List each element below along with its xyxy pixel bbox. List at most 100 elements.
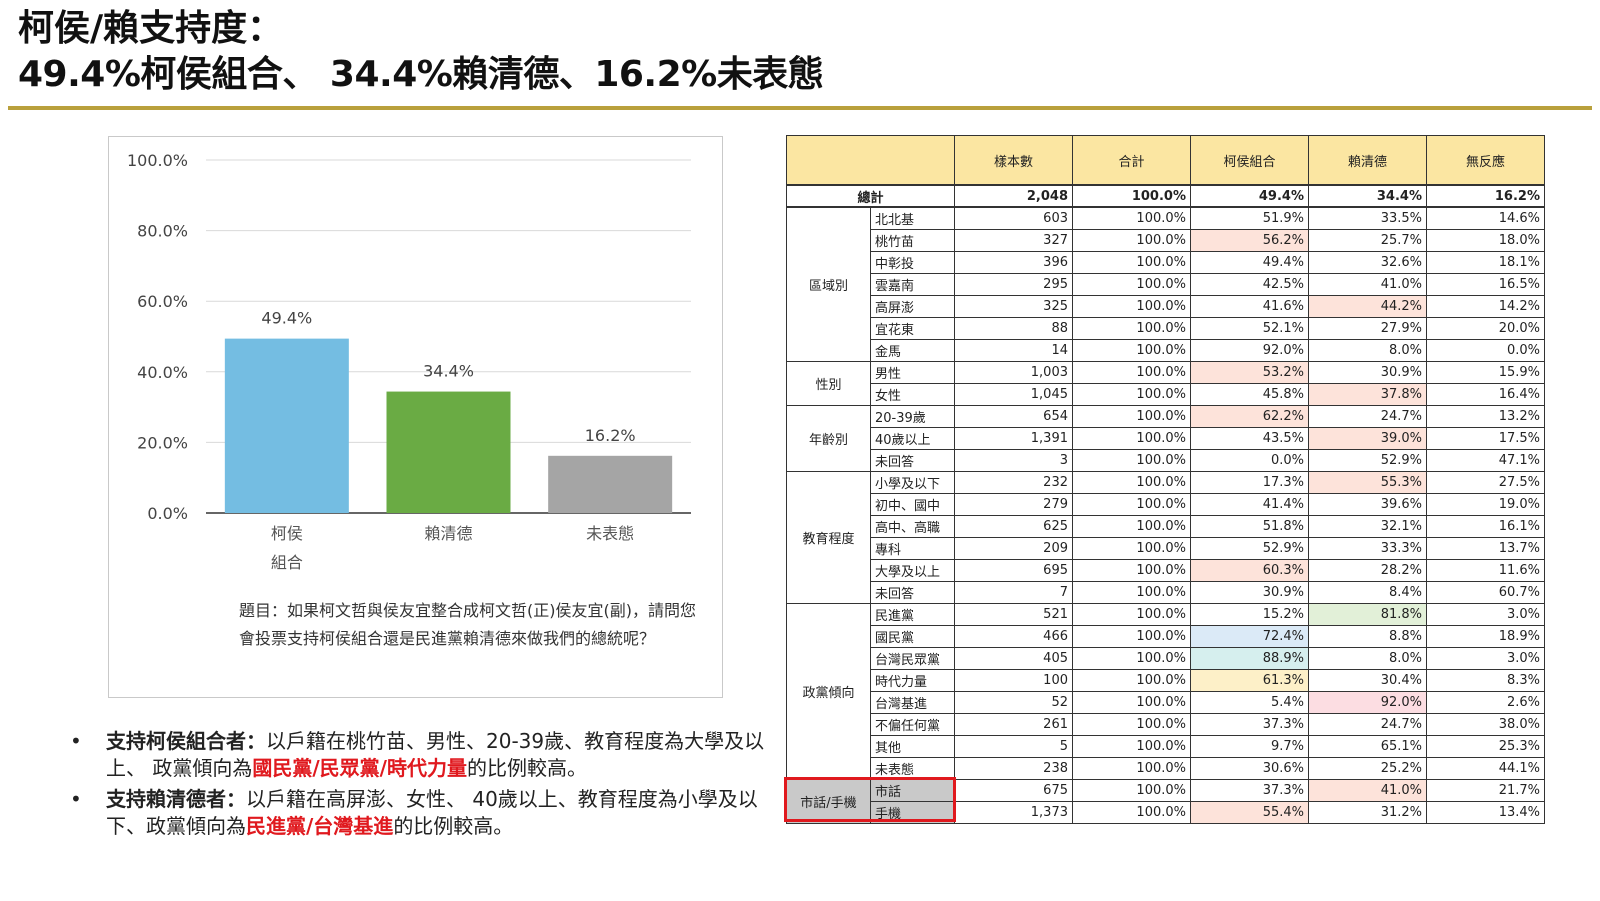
table-cell: 13.4% <box>1426 801 1545 824</box>
row-label: 手機 <box>870 801 955 824</box>
table-cell: 5.4% <box>1190 691 1309 714</box>
table-row: 台灣基進 52 100.0% 5.4% 92.0% 2.6% <box>787 691 1545 714</box>
table-cell: 15.9% <box>1426 361 1545 384</box>
title-line-1: 柯侯/賴支持度： <box>18 8 284 49</box>
table-cell: 1,391 <box>954 427 1073 450</box>
finding-ko-hou-text: 以戶籍在桃竹苗、男性、20-39歲、教育程度為大學及以上、 政黨傾向為 <box>106 729 765 780</box>
table-cell: 100.0% <box>1072 449 1191 472</box>
category-label: 柯侯 <box>271 524 303 543</box>
bar-value-label: 16.2% <box>585 426 636 445</box>
table-row: 宜花東 88 100.0% 52.1% 27.9% 20.0% <box>787 317 1545 340</box>
table-cell: 7 <box>954 581 1073 604</box>
bullet-icon: • <box>70 787 82 811</box>
table-row: 女性 1,045 100.0% 45.8% 37.8% 16.4% <box>787 383 1545 406</box>
table-cell: 43.5% <box>1190 427 1309 450</box>
table-cell: 32.6% <box>1308 251 1427 274</box>
crosstab-table: 樣本數 合計 柯侯組合 賴清德 無反應 總計 2,048 100.0% 49.4% 34… <box>786 135 1545 824</box>
table-cell: 19.0% <box>1426 493 1545 516</box>
table-cell: 51.8% <box>1190 515 1309 538</box>
group-label: 年齡別 <box>786 405 871 472</box>
category-label: 組合 <box>271 553 303 572</box>
table-row: 市話/手機 市話 675 100.0% 37.3% 41.0% 21.7% <box>786 779 1545 824</box>
table-row: 不偏任何黨 261 100.0% 37.3% 24.7% 38.0% <box>787 713 1545 736</box>
table-cell: 466 <box>954 625 1073 648</box>
row-label: 初中、國中 <box>870 493 955 516</box>
row-label: 桃竹苗 <box>870 229 955 252</box>
table-cell: 72.4% <box>1190 625 1309 648</box>
table-cell: 62.2% <box>1190 405 1309 428</box>
table-row: 其他 5 100.0% 9.7% 65.1% 25.3% <box>787 735 1545 758</box>
row-label: 20-39歲 <box>870 405 955 428</box>
row-label: 未回答 <box>870 449 955 472</box>
row-label: 專科 <box>870 537 955 560</box>
bar <box>224 338 349 513</box>
total-cell: 16.2% <box>1426 184 1545 208</box>
table-cell: 61.3% <box>1190 669 1309 692</box>
table-cell: 295 <box>954 273 1073 296</box>
table-cell: 1,003 <box>954 361 1073 384</box>
table-cell: 3.0% <box>1426 603 1545 626</box>
y-tick-label: 20.0% <box>137 433 188 452</box>
row-label: 國民黨 <box>870 625 955 648</box>
group-label: 性別 <box>786 361 871 406</box>
table-row: 高中、高職 625 100.0% 51.8% 32.1% 16.1% <box>787 515 1545 538</box>
finding-lai-tail: 的比例較高。 <box>393 814 514 838</box>
table-cell: 100.0% <box>1072 317 1191 340</box>
table-cell: 25.3% <box>1426 735 1545 758</box>
table-cell: 81.8% <box>1308 603 1427 626</box>
row-label: 民進黨 <box>870 603 955 626</box>
table-cell: 8.0% <box>1308 647 1427 670</box>
table-cell: 100.0% <box>1072 471 1191 494</box>
finding-lai: • 支持賴清德者：以戶籍在高屏澎、女性、 40歲以上、教育程度為小學及以下、政黨… <box>70 786 790 840</box>
table-row: 政黨傾向 民進黨 521 100.0% 15.2% 81.8% 3.0% <box>786 603 1545 780</box>
table-cell: 521 <box>954 603 1073 626</box>
row-label: 北北基 <box>870 206 955 230</box>
table-cell: 0.0% <box>1426 339 1545 362</box>
table-cell: 92.0% <box>1308 691 1427 714</box>
table-cell: 41.6% <box>1190 295 1309 318</box>
table-cell: 5 <box>954 735 1073 758</box>
finding-lai-text: 以戶籍在高屏澎、女性、 40歲以上、教育程度為小學及以下、政黨傾向為 <box>106 787 758 838</box>
table-cell: 14.6% <box>1426 206 1545 230</box>
table-cell: 209 <box>954 537 1073 560</box>
table-cell: 625 <box>954 515 1073 538</box>
table-cell: 16.4% <box>1426 383 1545 406</box>
header-lai: 賴清德 <box>1308 135 1427 186</box>
table-cell: 42.5% <box>1190 273 1309 296</box>
table-cell: 396 <box>954 251 1073 274</box>
table-header-row: 樣本數 合計 柯侯組合 賴清德 無反應 <box>786 135 1545 186</box>
table-cell: 49.4% <box>1190 251 1309 274</box>
finding-ko-hou-lead: 支持柯侯組合者： <box>106 729 266 753</box>
y-tick-label: 40.0% <box>137 363 188 382</box>
y-tick-label: 60.0% <box>137 292 188 311</box>
table-cell: 8.0% <box>1308 339 1427 362</box>
findings-list: • 支持柯侯組合者：以戶籍在桃竹苗、男性、20-39歲、教育程度為大學及以上、 … <box>70 728 790 844</box>
row-label: 市話 <box>870 779 955 802</box>
table-cell: 41.0% <box>1308 273 1427 296</box>
table-cell: 18.9% <box>1426 625 1545 648</box>
table-row: 初中、國中 279 100.0% 41.4% 39.6% 19.0% <box>787 493 1545 516</box>
row-label: 金馬 <box>870 339 955 362</box>
table-cell: 60.7% <box>1426 581 1545 604</box>
table-cell: 100.0% <box>1072 427 1191 450</box>
table-cell: 100.0% <box>1072 251 1191 274</box>
bar-value-label: 34.4% <box>423 362 474 381</box>
row-label: 女性 <box>870 383 955 406</box>
table-cell: 100.0% <box>1072 273 1191 296</box>
table-cell: 405 <box>954 647 1073 670</box>
table-row: 時代力量 100 100.0% 61.3% 30.4% 8.3% <box>787 669 1545 692</box>
page-title: 柯侯/賴支持度： 49.4%柯侯組合、 34.4%賴清德、16.2%未表態 <box>18 6 824 98</box>
table-cell: 47.1% <box>1426 449 1545 472</box>
table-row: 未回答 7 100.0% 30.9% 8.4% 60.7% <box>787 581 1545 604</box>
header-blank <box>786 135 955 186</box>
table-cell: 100.0% <box>1072 559 1191 582</box>
table-cell: 18.1% <box>1426 251 1545 274</box>
group-label: 市話/手機 <box>786 779 871 824</box>
table-cell: 45.8% <box>1190 383 1309 406</box>
table-cell: 100.0% <box>1072 801 1191 824</box>
table-cell: 100.0% <box>1072 295 1191 318</box>
table-cell: 31.2% <box>1308 801 1427 824</box>
table-row: 區域別 北北基 603 100.0% 51.9% 33.5% 14.6% <box>786 206 1545 362</box>
table-row: 未回答 3 100.0% 0.0% 52.9% 47.1% <box>787 449 1545 472</box>
table-cell: 33.3% <box>1308 537 1427 560</box>
